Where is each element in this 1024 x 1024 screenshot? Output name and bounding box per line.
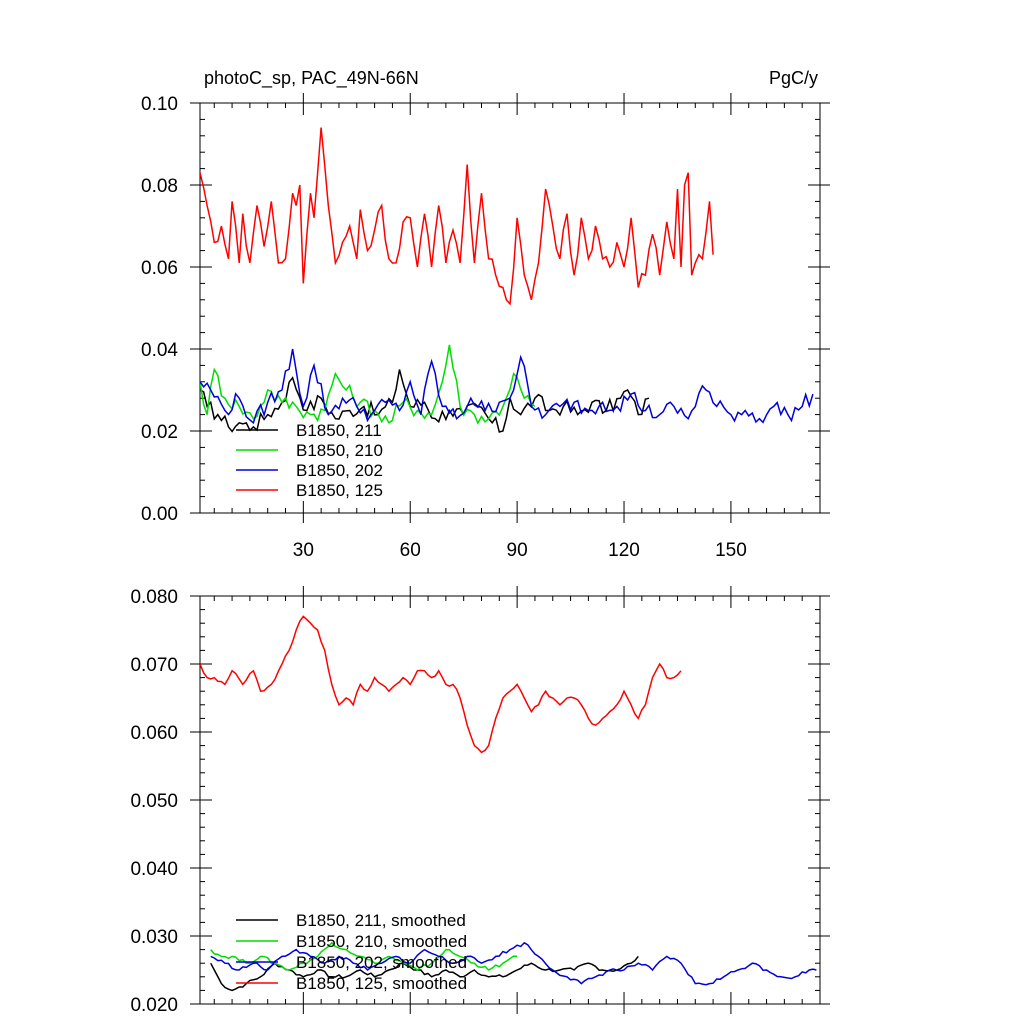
y-tick-label: 0.02 bbox=[141, 422, 178, 443]
x-tick-label: 150 bbox=[715, 540, 747, 561]
legend-entry: B1850, 210, smoothed bbox=[296, 932, 467, 951]
plot-frame bbox=[199, 102, 821, 514]
plot-frame bbox=[199, 595, 821, 1005]
units-label: PgC/y bbox=[769, 68, 818, 88]
y-tick-label: 0.10 bbox=[141, 94, 178, 115]
y-tick-label: 0.040 bbox=[130, 859, 178, 880]
chart-title: photoC_sp, PAC_49N-66N bbox=[204, 68, 419, 89]
series-line bbox=[200, 348, 814, 425]
series-line bbox=[210, 941, 817, 986]
legend-entry: B1850, 202, smoothed bbox=[296, 953, 467, 972]
bottom-panel: 0.020 0.030 0.040 0.050 0.060 0.070 0.080 B1850… bbox=[130, 586, 830, 1016]
legend-entry: B1850, 210 bbox=[296, 441, 383, 460]
legend-entry: B1850, 211 bbox=[296, 421, 382, 440]
series-line bbox=[200, 127, 714, 306]
series-line bbox=[210, 941, 518, 971]
y-tick-label: 0.00 bbox=[141, 504, 178, 525]
legend-entry: B1850, 125 bbox=[296, 481, 383, 500]
y-tick-label: 0.050 bbox=[130, 791, 178, 812]
y-tick-label: 0.04 bbox=[141, 340, 178, 361]
y-tick-label: 0.08 bbox=[141, 176, 178, 197]
y-tick-label: 0.080 bbox=[130, 587, 178, 608]
x-tick-label: 60 bbox=[400, 540, 421, 561]
y-tick-label: 0.070 bbox=[130, 655, 178, 676]
y-tick-label: 0.020 bbox=[130, 995, 178, 1016]
legend-entry: B1850, 125, smoothed bbox=[296, 974, 467, 993]
legend-entry: B1850, 202 bbox=[296, 461, 383, 480]
y-tick-label: 0.060 bbox=[130, 723, 178, 744]
x-tick-label: 90 bbox=[507, 540, 528, 561]
series-line bbox=[200, 369, 650, 433]
legend-entry: B1850, 211, smoothed bbox=[296, 911, 466, 930]
x-tick-label: 120 bbox=[608, 540, 640, 561]
y-tick-label: 0.06 bbox=[141, 258, 178, 279]
series-line bbox=[200, 615, 682, 754]
top-panel: 30 60 90 120 150 0.00 0.02 0.04 0.06 0.08 0.10 phot… bbox=[141, 68, 830, 561]
y-tick-label: 0.030 bbox=[130, 927, 178, 948]
x-tick-label: 30 bbox=[293, 540, 314, 561]
